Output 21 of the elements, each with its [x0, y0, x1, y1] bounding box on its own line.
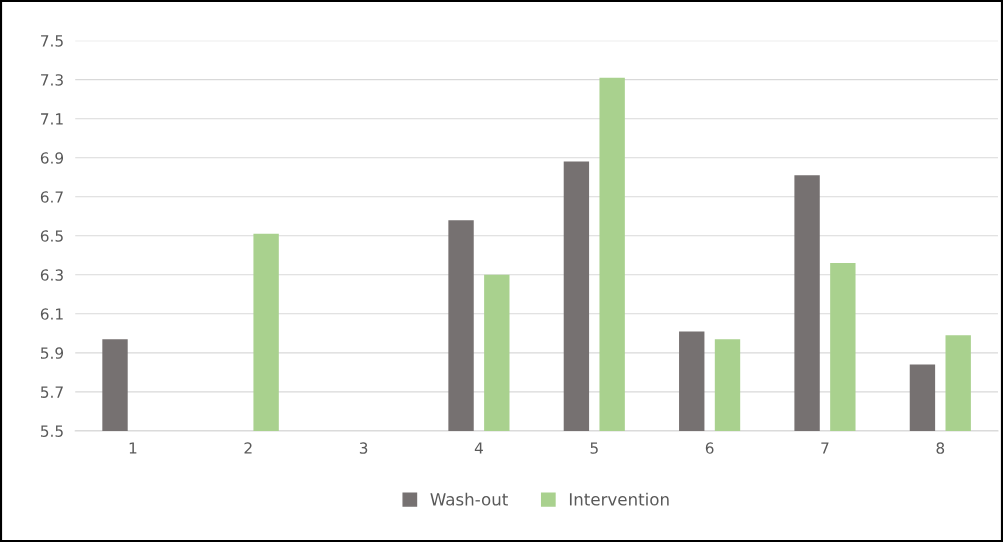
y-tick-label: 6.3	[40, 269, 63, 281]
x-tick-label: 5	[590, 442, 598, 454]
y-tick-label: 7.5	[41, 35, 63, 47]
legend-label: Intervention	[569, 492, 669, 506]
x-tick-label: 1	[129, 442, 137, 454]
y-tick-label: 7.3	[41, 74, 63, 86]
y-tick-label: 6.9	[40, 152, 64, 164]
x-tick-label: 2	[244, 442, 252, 454]
x-tick-label: 4	[474, 442, 483, 454]
y-tick-label: 7.1	[41, 113, 63, 125]
x-tick-label: 7	[821, 442, 829, 454]
y-tick-label: 5.5	[41, 425, 63, 437]
x-tick-label: 6	[705, 442, 714, 454]
y-tick-label: 6.7	[40, 191, 63, 203]
y-tick-label: 6.1	[40, 308, 63, 320]
x-tick-label: 3	[359, 442, 368, 454]
x-tick-label: 8	[936, 442, 945, 454]
y-tick-label: 5.7	[41, 386, 63, 398]
y-tick-label: 5.9	[41, 347, 64, 359]
y-tick-label: 6.5	[40, 230, 63, 242]
legend-label: Wash-out	[430, 492, 508, 506]
